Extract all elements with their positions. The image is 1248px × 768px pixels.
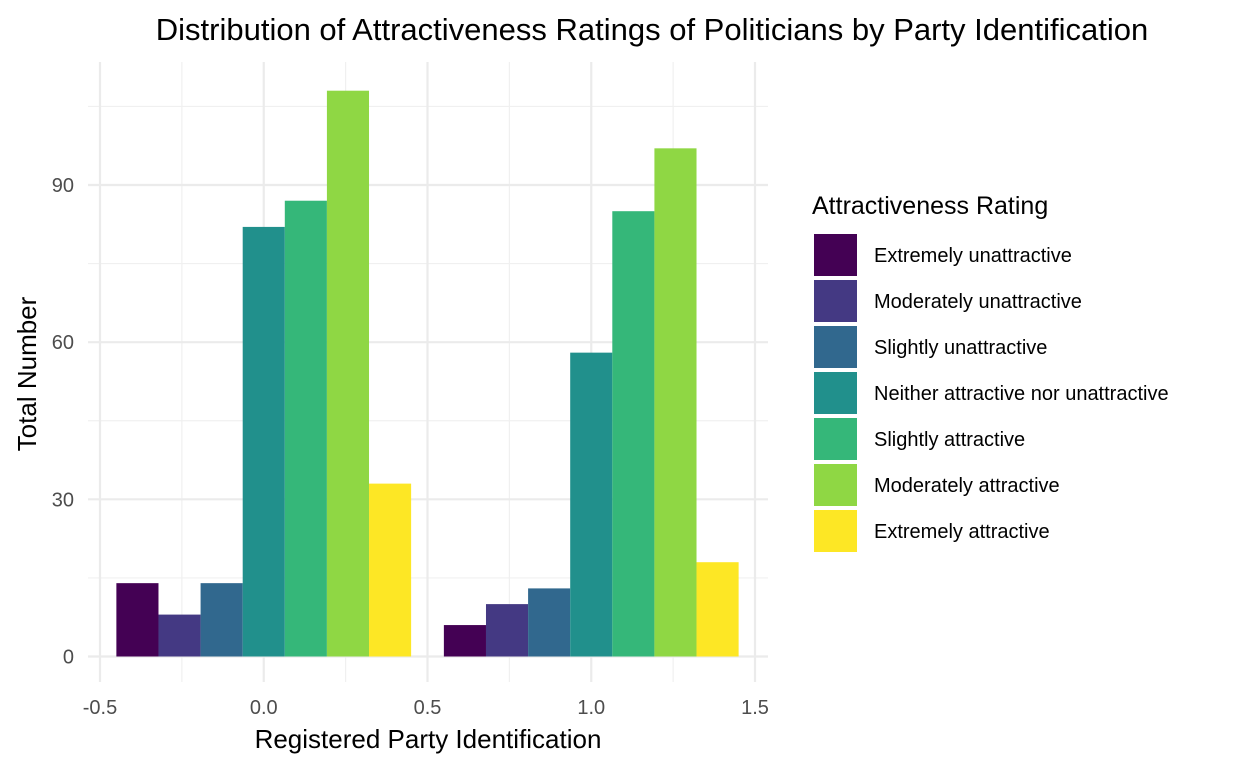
bar — [200, 583, 243, 657]
bar — [158, 614, 201, 657]
legend-swatch — [814, 510, 857, 552]
bar — [369, 483, 412, 657]
legend-swatch — [814, 280, 857, 322]
legend-label: Moderately attractive — [874, 475, 1060, 497]
bar — [528, 588, 571, 657]
legend-label: Extremely attractive — [874, 521, 1050, 543]
bar — [443, 625, 486, 657]
x-tick-label: 0.0 — [250, 697, 278, 719]
legend-title: Attractiveness Rating — [812, 192, 1048, 220]
legend-label: Slightly unattractive — [874, 337, 1047, 359]
bars — [116, 90, 739, 657]
legend-swatch — [814, 234, 857, 276]
legend-label: Slightly attractive — [874, 429, 1025, 451]
y-axis-ticks: 0 30 60 90 — [52, 175, 74, 669]
bar — [654, 148, 697, 657]
y-tick-label: 90 — [52, 175, 74, 197]
bar — [326, 90, 370, 657]
legend-items: Extremely unattractive Moderately unattra… — [814, 234, 1169, 552]
x-tick-label: -0.5 — [83, 697, 117, 719]
bar — [696, 562, 739, 657]
legend-swatch — [814, 372, 857, 414]
y-axis-title: Total Number — [12, 296, 42, 451]
x-tick-label: 1.0 — [577, 697, 605, 719]
bar — [485, 604, 529, 657]
legend-label: Neither attractive nor unattractive — [874, 383, 1169, 405]
x-tick-label: 1.5 — [741, 697, 769, 719]
bar — [242, 226, 285, 657]
y-tick-label: 60 — [52, 332, 74, 354]
bar — [612, 211, 655, 657]
y-tick-label: 0 — [63, 647, 74, 669]
x-axis-title: Registered Party Identification — [255, 724, 602, 754]
y-tick-label: 30 — [52, 489, 74, 511]
legend-swatch — [814, 326, 857, 368]
bar — [284, 200, 327, 657]
legend-label: Moderately unattractive — [874, 291, 1082, 313]
legend: Attractiveness Rating Extremely unattrac… — [812, 192, 1169, 552]
bar — [116, 583, 159, 657]
legend-swatch — [814, 464, 857, 506]
bar — [570, 352, 613, 657]
x-axis-ticks: -0.5 0.0 0.5 1.0 1.5 — [83, 697, 769, 719]
legend-label: Extremely unattractive — [874, 245, 1072, 267]
x-tick-label: 0.5 — [414, 697, 442, 719]
legend-swatch — [814, 418, 857, 460]
chart-title: Distribution of Attractiveness Ratings o… — [156, 12, 1148, 47]
